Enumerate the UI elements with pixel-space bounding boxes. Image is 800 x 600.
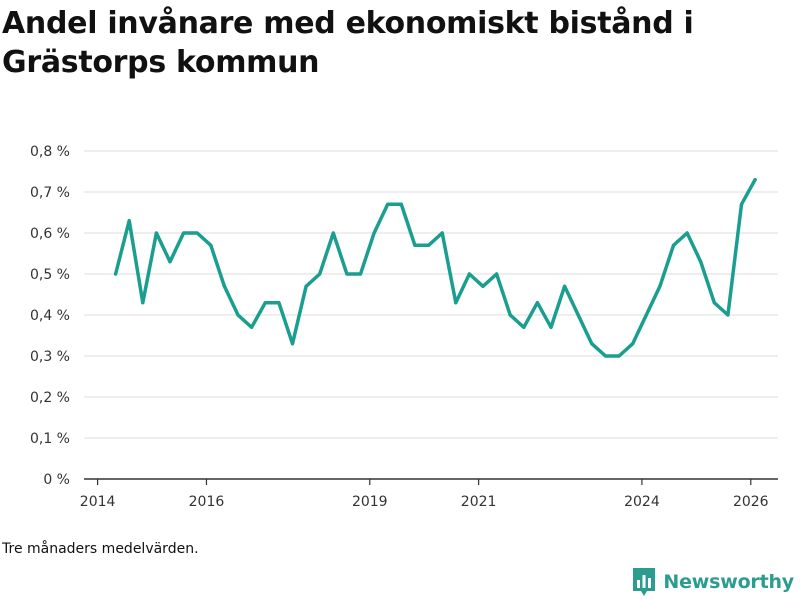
data-point[interactable]: 0,3 %: [617, 354, 621, 358]
brand-name: Newsworthy: [663, 571, 794, 593]
data-point[interactable]: 0,47 %: [304, 284, 308, 288]
data-point[interactable]: 0,4 %: [576, 313, 580, 317]
data-point[interactable]: 0,6 %: [440, 231, 444, 235]
data-point[interactable]: 0,6 %: [685, 231, 689, 235]
data-point[interactable]: 0,4 %: [236, 313, 240, 317]
data-point[interactable]: 0,5 %: [113, 272, 118, 276]
data-point[interactable]: 0,33 %: [590, 342, 594, 346]
data-point[interactable]: 0,6 %: [372, 231, 376, 235]
data-point[interactable]: 0,57 %: [413, 243, 417, 247]
data-point[interactable]: 0,6 %: [195, 231, 199, 235]
data-point[interactable]: 0,47 %: [563, 284, 567, 288]
data-point[interactable]: 0,37 %: [549, 325, 553, 329]
data-point[interactable]: 0,43 %: [277, 301, 281, 305]
data-point[interactable]: 0,4 %: [726, 313, 730, 317]
data-point[interactable]: 0,6 %: [154, 231, 158, 235]
y-tick-label: 0,4 %: [30, 308, 70, 324]
data-point[interactable]: 0,47 %: [222, 284, 227, 288]
x-axis-ticks: 2014 2016 2019 2021 2024 2026: [80, 479, 769, 510]
x-tick-label: 2024: [624, 494, 660, 510]
data-point[interactable]: 0,63 %: [127, 219, 131, 223]
grid-lines: [84, 150, 778, 439]
data-point[interactable]: 0,67 %: [386, 202, 390, 206]
data-point[interactable]: 0,73 %: [753, 178, 757, 182]
y-axis-ticks: 0 % 0,1 % 0,2 % 0,3 % 0,4 % 0,5 % 0,6 % 0,7 % 0,…: [30, 144, 70, 488]
data-point[interactable]: 0,33 %: [631, 342, 635, 346]
data-point[interactable]: 0,4 %: [644, 313, 648, 317]
x-tick-label: 2021: [461, 494, 497, 510]
data-point[interactable]: 0,3 %: [603, 354, 608, 358]
brand-logo[interactable]: Newsworthy: [631, 567, 794, 597]
data-point[interactable]: 0,57 %: [209, 243, 213, 247]
footnote: Tre månaders medelvärden.: [2, 541, 199, 557]
data-point[interactable]: 0,53 %: [699, 260, 703, 264]
data-point[interactable]: 0,57 %: [426, 243, 431, 247]
newsworthy-logo-icon: [633, 568, 656, 596]
data-point[interactable]: 0,33 %: [290, 342, 295, 346]
x-tick-label: 2014: [80, 494, 116, 510]
data-point[interactable]: 0,37 %: [250, 325, 254, 329]
series-group: 0,5 % 0,63 % 0,43 % 0,6 % 0,53 % 0,6 % 0,6 % 0,…: [113, 177, 757, 358]
series-line: [113, 177, 757, 358]
data-point[interactable]: 0,53 %: [168, 260, 172, 264]
data-point[interactable]: 0,67 %: [739, 202, 744, 206]
y-tick-label: 0,8 %: [30, 144, 70, 160]
y-tick-label: 0,2 %: [30, 390, 70, 406]
y-tick-label: 0,3 %: [30, 349, 70, 365]
x-tick-label: 2016: [189, 494, 225, 510]
data-point[interactable]: 0,43 %: [712, 301, 716, 305]
y-tick-label: 0,1 %: [30, 431, 70, 447]
data-point[interactable]: 0,5 %: [494, 272, 499, 276]
y-tick-label: 0 %: [43, 472, 70, 488]
data-point[interactable]: 0,43 %: [263, 301, 267, 305]
data-point[interactable]: 0,47 %: [658, 284, 662, 288]
y-tick-label: 0,7 %: [30, 185, 70, 201]
data-point[interactable]: 0,5 %: [345, 272, 349, 276]
data-point[interactable]: 0,5 %: [358, 272, 363, 276]
chart-title: Andel invånare med ekonomiskt bistånd i …: [2, 6, 694, 80]
data-point[interactable]: 0,37 %: [522, 325, 526, 329]
data-point[interactable]: 0,43 %: [454, 301, 458, 305]
data-point[interactable]: 0,67 %: [399, 202, 403, 206]
data-point[interactable]: 0,43 %: [141, 301, 145, 305]
data-point[interactable]: 0,5 %: [467, 272, 471, 276]
data-point[interactable]: 0,6 %: [331, 231, 335, 235]
x-tick-label: 2026: [733, 494, 769, 510]
data-point[interactable]: 0,6 %: [182, 231, 186, 235]
x-tick-label: 2019: [352, 494, 388, 510]
y-tick-label: 0,6 %: [30, 226, 70, 242]
data-point[interactable]: 0,4 %: [508, 313, 512, 317]
data-point[interactable]: 0,5 %: [318, 272, 322, 276]
y-tick-label: 0,5 %: [30, 267, 70, 283]
data-point[interactable]: 0,47 %: [481, 284, 485, 288]
data-point[interactable]: 0,57 %: [671, 243, 676, 247]
data-point[interactable]: 0,43 %: [535, 301, 540, 305]
